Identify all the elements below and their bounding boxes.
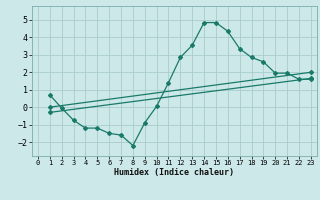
X-axis label: Humidex (Indice chaleur): Humidex (Indice chaleur): [115, 168, 234, 177]
